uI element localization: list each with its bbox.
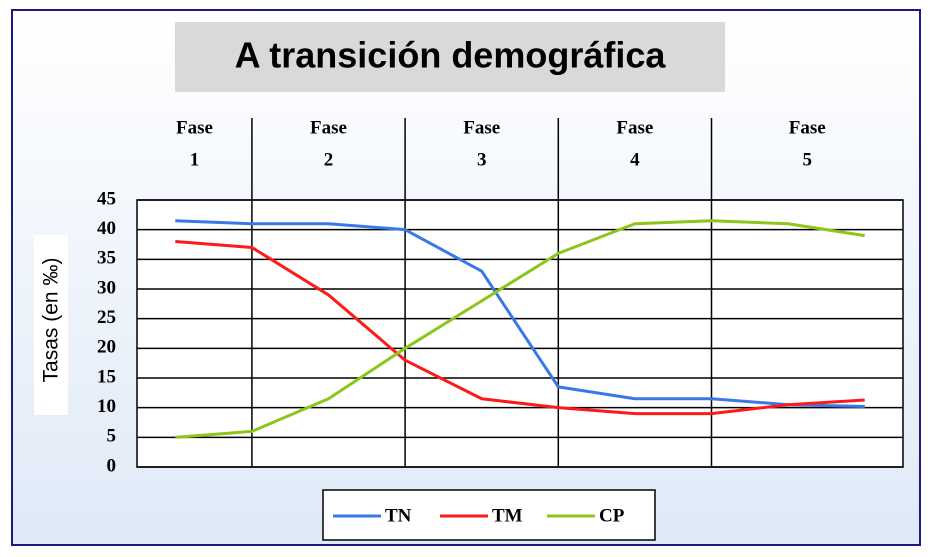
phase-number: 5	[803, 149, 813, 170]
y-tick-label: 15	[97, 366, 116, 387]
y-tick-label: 30	[97, 277, 116, 298]
phase-label: Fase	[789, 117, 826, 138]
series-line	[175, 240, 865, 416]
y-tick-label: 10	[97, 396, 116, 417]
series-line	[175, 219, 865, 439]
y-tick-label: 25	[97, 307, 116, 328]
phase-number: 3	[477, 149, 487, 170]
y-tick-label: 5	[107, 426, 117, 447]
y-tick-label: 35	[97, 248, 116, 269]
phase-label: Fase	[176, 117, 213, 138]
y-tick-label: 20	[97, 337, 116, 358]
y-axis-label: Tasas (en ‰)	[40, 258, 63, 383]
chart-title: A transición demográfica	[235, 35, 667, 76]
legend-label: TM	[492, 505, 523, 526]
legend-label: CP	[599, 505, 625, 526]
series-line	[175, 219, 865, 408]
phase-label: Fase	[310, 117, 347, 138]
phase-label: Fase	[463, 117, 500, 138]
y-label-box	[34, 235, 68, 415]
legend-label: TN	[385, 505, 412, 526]
phase-number: 4	[630, 149, 640, 170]
y-tick-label: 40	[97, 218, 116, 239]
title-box	[175, 22, 725, 92]
phase-label: Fase	[616, 117, 653, 138]
y-tick-label: 45	[97, 188, 116, 209]
y-tick-label: 0	[107, 455, 117, 476]
phase-number: 1	[190, 149, 200, 170]
phase-number: 2	[324, 149, 334, 170]
